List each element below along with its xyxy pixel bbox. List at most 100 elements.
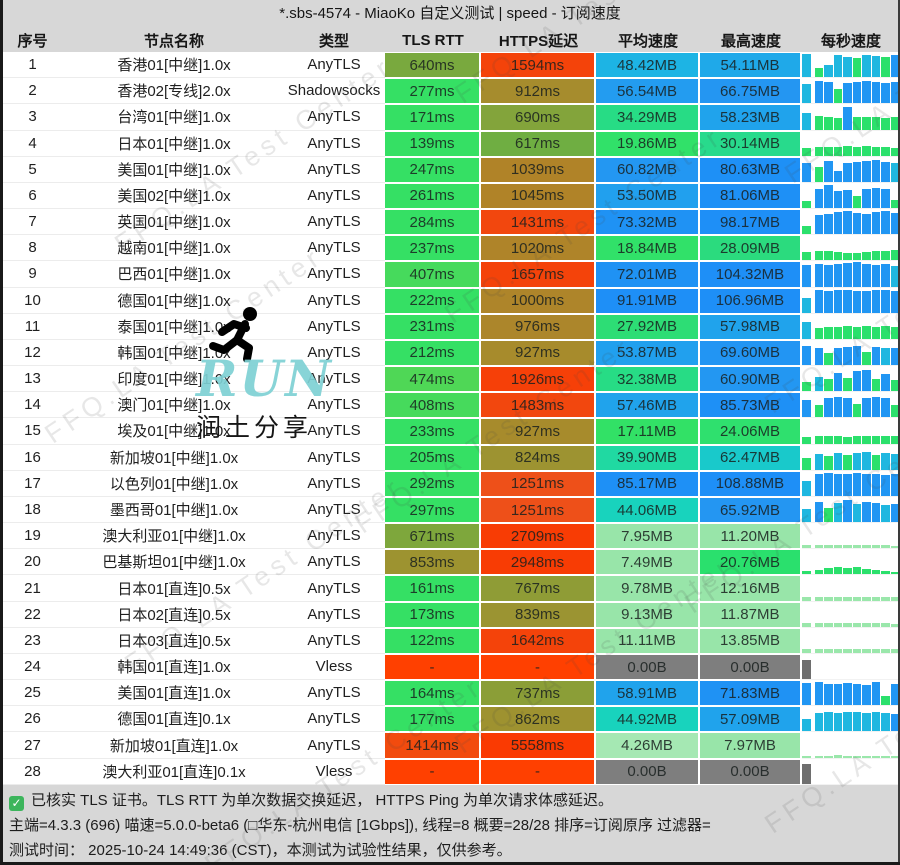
row-index: 2	[0, 78, 65, 105]
row-index: 8	[0, 235, 65, 262]
https-latency-cell: -	[481, 653, 596, 681]
table-row: 17 以色列01[中继]1.0x AnyTLS 292ms 1251ms 85.…	[0, 470, 900, 497]
max-speed-cell: 24.06MB	[700, 418, 802, 445]
node-type: AnyTLS	[283, 549, 385, 576]
node-name: 英国01[中继]1.0x	[65, 209, 283, 236]
https-latency-cell: 767ms	[481, 575, 596, 602]
https-latency-cell: 839ms	[481, 601, 596, 628]
row-index: 6	[0, 183, 65, 210]
table-row: 9 巴西01[中继]1.0x AnyTLS 407ms 1657ms 72.01…	[0, 261, 900, 288]
https-latency-cell: 1431ms	[481, 209, 596, 236]
node-name: 泰国01[中继]1.0x	[65, 314, 283, 340]
row-index: 10	[0, 288, 65, 314]
node-name: 日本01[中继]1.0x	[65, 131, 283, 157]
per-second-speed-chart	[802, 497, 900, 524]
max-speed-cell: 65.92MB	[700, 496, 802, 524]
node-type: AnyTLS	[283, 680, 385, 707]
table-row: 2 香港02[专线]2.0x Shadowsocks 277ms 912ms 5…	[0, 78, 900, 105]
table-row: 12 韩国01[中继]1.0x AnyTLS 212ms 927ms 53.87…	[0, 339, 900, 367]
per-second-speed-chart	[802, 209, 900, 236]
table-row: 7 英国01[中继]1.0x AnyTLS 284ms 1431ms 73.32…	[0, 209, 900, 236]
max-speed-cell: 108.88MB	[700, 470, 802, 497]
table-row: 15 埃及01[中继]1.0x AnyTLS 233ms 927ms 17.11…	[0, 418, 900, 445]
node-type: AnyTLS	[283, 209, 385, 236]
tls-rtt-cell: 640ms	[385, 52, 481, 79]
verified-check-icon: ✓	[9, 796, 24, 811]
node-type: AnyTLS	[283, 288, 385, 314]
row-index: 13	[0, 366, 65, 393]
avg-speed-cell: 85.17MB	[596, 470, 700, 497]
node-type: AnyTLS	[283, 157, 385, 183]
tls-rtt-cell: 222ms	[385, 287, 481, 314]
table-body: 1 香港01[中继]1.0x AnyTLS 640ms 1594ms 48.42…	[0, 52, 900, 785]
node-name: 日本03[直连]0.5x	[65, 628, 283, 654]
avg-speed-cell: 9.13MB	[596, 601, 700, 628]
footer-line-tls-note: ✓ 已核实 TLS 证书。TLS RTT 为单次数据交换延迟， HTTPS Pin…	[9, 788, 900, 813]
table-row: 18 墨西哥01[中继]1.0x AnyTLS 297ms 1251ms 44.…	[0, 496, 900, 524]
https-latency-cell: -	[481, 758, 596, 785]
node-type: AnyTLS	[283, 131, 385, 157]
node-name: 日本01[直连]0.5x	[65, 575, 283, 602]
tls-rtt-cell: 161ms	[385, 575, 481, 602]
node-name: 德国01[中继]1.0x	[65, 288, 283, 314]
https-latency-cell: 1000ms	[481, 287, 596, 314]
https-latency-cell: 5558ms	[481, 732, 596, 759]
avg-speed-cell: 56.54MB	[596, 78, 700, 105]
table-row: 28 澳大利亚01[直连]0.1x Vless - - 0.00B 0.00B	[0, 758, 900, 785]
tls-rtt-cell: 261ms	[385, 182, 481, 210]
row-index: 7	[0, 209, 65, 236]
row-index: 19	[0, 523, 65, 550]
per-second-speed-chart	[802, 157, 900, 183]
per-second-speed-chart	[802, 131, 900, 157]
node-type: AnyTLS	[283, 471, 385, 497]
avg-speed-cell: 11.11MB	[596, 627, 700, 654]
https-latency-cell: 1020ms	[481, 235, 596, 262]
https-latency-cell: 1039ms	[481, 156, 596, 183]
avg-speed-cell: 91.91MB	[596, 287, 700, 314]
max-speed-cell: 85.73MB	[700, 392, 802, 419]
https-latency-cell: 927ms	[481, 339, 596, 367]
per-second-speed-chart	[802, 680, 900, 707]
avg-speed-cell: 57.46MB	[596, 392, 700, 419]
table-row: 5 美国01[中继]1.0x AnyTLS 247ms 1039ms 60.82…	[0, 156, 900, 183]
footer-line-test-time: 测试时间： 2025-10-24 14:49:36 (CST)，本测试为试验性结…	[9, 842, 512, 859]
per-second-speed-chart	[802, 706, 900, 733]
row-index: 4	[0, 131, 65, 157]
footer-line-client-info: 主端=4.3.3 (696) 喵速=5.0.0-beta6 (□华东-杭州电信 …	[9, 817, 711, 834]
per-second-speed-chart	[802, 314, 900, 340]
page-title: *.sbs-4574 - MiaoKo 自定义测试 | speed - 订阅速度	[0, 0, 900, 28]
per-second-speed-chart	[802, 288, 900, 314]
avg-speed-cell: 7.49MB	[596, 549, 700, 576]
node-type: AnyTLS	[283, 602, 385, 628]
node-type: AnyTLS	[283, 183, 385, 210]
node-name: 澳大利亚01[直连]0.1x	[65, 759, 283, 785]
node-type: AnyTLS	[283, 314, 385, 340]
https-latency-cell: 1251ms	[481, 496, 596, 524]
avg-speed-cell: 53.87MB	[596, 339, 700, 367]
per-second-speed-chart	[802, 732, 900, 759]
per-second-speed-chart	[802, 445, 900, 471]
tls-rtt-cell: 233ms	[385, 418, 481, 445]
tls-rtt-cell: 122ms	[385, 627, 481, 654]
tls-rtt-cell: 237ms	[385, 235, 481, 262]
table-row: 14 澳门01[中继]1.0x AnyTLS 408ms 1483ms 57.4…	[0, 392, 900, 419]
max-speed-cell: 58.23MB	[700, 104, 802, 131]
column-header-https-delay: HTTPS延迟	[498, 32, 579, 50]
https-latency-cell: 690ms	[481, 104, 596, 131]
tls-rtt-cell: 407ms	[385, 261, 481, 288]
max-speed-cell: 104.32MB	[700, 261, 802, 288]
node-name: 巴基斯坦01[中继]1.0x	[65, 549, 283, 576]
footer-notes: ✓ 已核实 TLS 证书。TLS RTT 为单次数据交换延迟， HTTPS Pin…	[0, 785, 900, 865]
avg-speed-cell: 27.92MB	[596, 313, 700, 340]
node-name: 越南01[中继]1.0x	[65, 235, 283, 262]
avg-speed-cell: 32.38MB	[596, 366, 700, 393]
avg-speed-cell: 7.95MB	[596, 523, 700, 550]
per-second-speed-chart	[802, 340, 900, 367]
table-row: 6 美国02[中继]1.0x AnyTLS 261ms 1045ms 53.50…	[0, 182, 900, 210]
max-speed-cell: 57.98MB	[700, 313, 802, 340]
row-index: 28	[0, 759, 65, 785]
column-header-tls-rtt: TLS RTT	[402, 31, 464, 49]
per-second-speed-chart	[802, 575, 900, 602]
https-latency-cell: 912ms	[481, 78, 596, 105]
avg-speed-cell: 17.11MB	[596, 418, 700, 445]
